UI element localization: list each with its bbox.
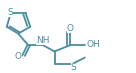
Text: O: O — [15, 52, 22, 61]
Text: OH: OH — [86, 40, 100, 49]
Text: NH: NH — [36, 36, 49, 45]
Text: S: S — [7, 8, 13, 17]
Text: S: S — [70, 63, 76, 72]
Text: O: O — [67, 24, 74, 33]
